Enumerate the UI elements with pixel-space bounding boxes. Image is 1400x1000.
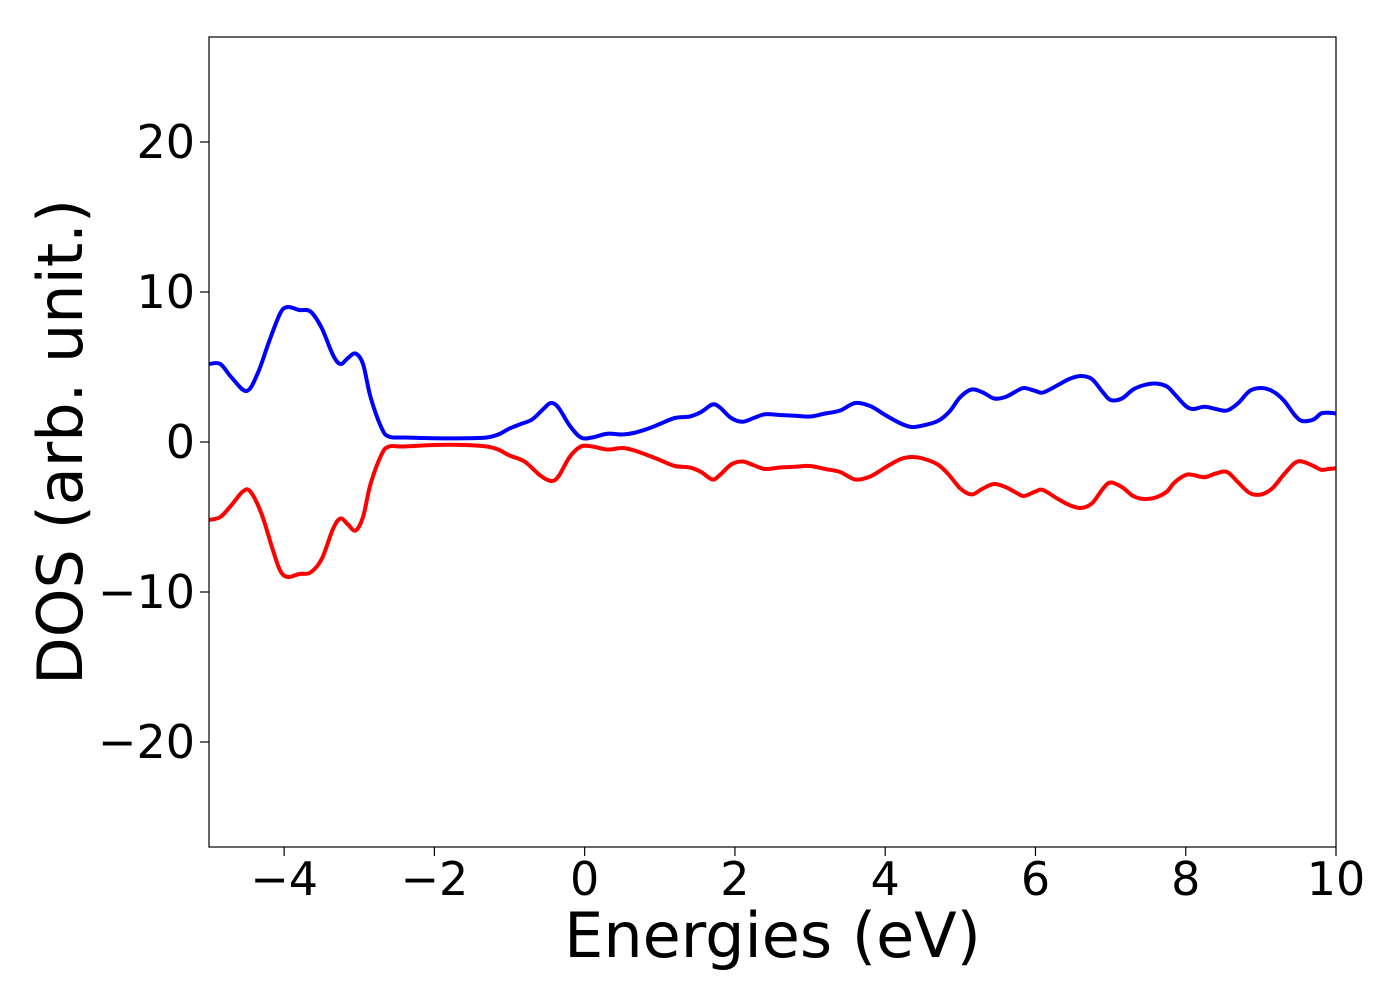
y-tick-label: −20 [98,715,195,769]
x-tick-label: 4 [871,852,900,906]
y-tick-label: −10 [98,565,195,619]
x-axis-label: Energies (eV) [564,899,981,972]
series-line-2 [209,442,1336,580]
x-tick-label: 10 [1307,852,1366,906]
x-tick-label: −4 [250,852,318,906]
y-axis-label: DOS (arb. unit.) [24,199,97,685]
y-tick-label: 20 [136,115,195,169]
y-ticks: −20 −10 0 10 20 [98,115,209,769]
x-tick-label: 6 [1021,852,1050,906]
plot-area [209,37,1336,847]
series-line-1 [209,304,1336,441]
y-tick-label: 0 [166,415,195,469]
x-tick-label: 0 [570,852,599,906]
x-tick-label: −2 [400,852,468,906]
series-layer [209,304,1336,580]
x-tick-label: 8 [1171,852,1200,906]
y-tick-label: 10 [136,265,195,319]
x-tick-label: 2 [720,852,749,906]
x-ticks: −4 −2 0 2 4 6 8 10 [250,847,1365,906]
